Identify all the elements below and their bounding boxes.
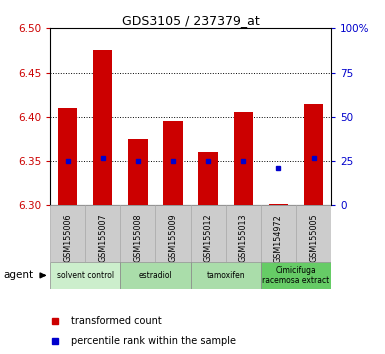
Bar (85, 205, 120, 262)
Bar (128, 139, 147, 205)
Text: GSM154972: GSM154972 (274, 214, 283, 263)
Text: tamoxifen: tamoxifen (206, 271, 245, 280)
Bar (191, 205, 226, 262)
Text: agent: agent (4, 270, 34, 280)
Text: percentile rank within the sample: percentile rank within the sample (71, 336, 236, 346)
Bar (93, 51, 112, 205)
Bar (121, 262, 191, 289)
Text: Cimicifuga
racemosa extract: Cimicifuga racemosa extract (262, 266, 330, 285)
Bar (50, 262, 121, 289)
Text: solvent control: solvent control (57, 271, 114, 280)
Text: GSM155009: GSM155009 (169, 214, 177, 262)
Bar (304, 103, 323, 205)
Bar (191, 262, 261, 289)
Text: GSM155006: GSM155006 (63, 214, 72, 262)
Bar (296, 205, 331, 262)
Bar (226, 205, 261, 262)
Bar (156, 205, 191, 262)
Text: estradiol: estradiol (139, 271, 172, 280)
Bar (58, 108, 77, 205)
Bar (234, 112, 253, 205)
Bar (163, 121, 182, 205)
Title: GDS3105 / 237379_at: GDS3105 / 237379_at (122, 14, 259, 27)
Bar (121, 205, 156, 262)
Bar (269, 204, 288, 205)
Bar (261, 262, 331, 289)
Text: GSM155005: GSM155005 (309, 214, 318, 262)
Text: GSM155008: GSM155008 (133, 214, 142, 262)
Bar (50, 205, 85, 262)
Text: transformed count: transformed count (71, 316, 162, 326)
Text: GSM155007: GSM155007 (98, 214, 107, 262)
Bar (199, 152, 218, 205)
Text: GSM155012: GSM155012 (204, 214, 213, 262)
Text: GSM155013: GSM155013 (239, 214, 248, 262)
Bar (261, 205, 296, 262)
